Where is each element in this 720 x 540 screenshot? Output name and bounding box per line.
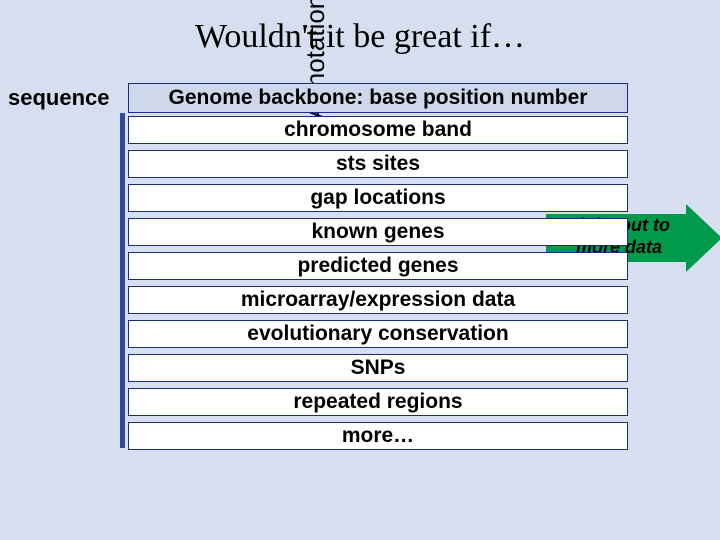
track-row: gap locations xyxy=(128,184,628,212)
annotation-tracks-label: Annotation Tracks xyxy=(70,0,100,150)
track-row: known genes xyxy=(128,218,628,246)
slide-title: Wouldn't it be great if… xyxy=(0,0,720,56)
track-row: more… xyxy=(128,422,628,450)
track-row: microarray/expression data xyxy=(128,286,628,314)
track-row: sts sites xyxy=(128,150,628,178)
track-row: repeated regions xyxy=(128,388,628,416)
track-row: predicted genes xyxy=(128,252,628,280)
genome-backbone-box: Genome backbone: base position number xyxy=(128,83,628,113)
track-row: evolutionary conservation xyxy=(128,320,628,348)
vertical-bar xyxy=(120,113,125,448)
track-row: chromosome band xyxy=(128,116,628,144)
track-row: SNPs xyxy=(128,354,628,382)
